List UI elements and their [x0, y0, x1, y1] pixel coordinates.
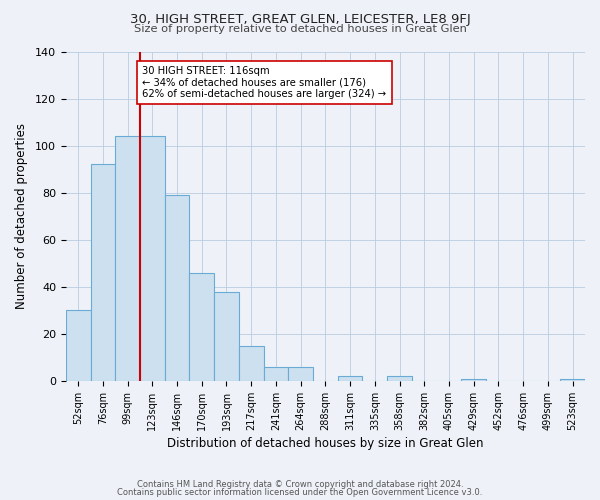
Bar: [239, 346, 263, 381]
Bar: [190, 272, 214, 381]
Bar: [461, 378, 486, 381]
Text: Contains HM Land Registry data © Crown copyright and database right 2024.: Contains HM Land Registry data © Crown c…: [137, 480, 463, 489]
Bar: [214, 292, 239, 381]
Bar: [289, 367, 313, 381]
Bar: [263, 367, 289, 381]
Text: Size of property relative to detached houses in Great Glen: Size of property relative to detached ho…: [134, 24, 466, 34]
Bar: [140, 136, 164, 381]
Bar: [164, 195, 190, 381]
Text: 30, HIGH STREET, GREAT GLEN, LEICESTER, LE8 9FJ: 30, HIGH STREET, GREAT GLEN, LEICESTER, …: [130, 12, 470, 26]
Bar: [338, 376, 362, 381]
X-axis label: Distribution of detached houses by size in Great Glen: Distribution of detached houses by size …: [167, 437, 484, 450]
Bar: [115, 136, 140, 381]
Bar: [387, 376, 412, 381]
Bar: [560, 378, 585, 381]
Y-axis label: Number of detached properties: Number of detached properties: [15, 123, 28, 309]
Bar: [66, 310, 91, 381]
Bar: [91, 164, 115, 381]
Text: 30 HIGH STREET: 116sqm
← 34% of detached houses are smaller (176)
62% of semi-de: 30 HIGH STREET: 116sqm ← 34% of detached…: [142, 66, 386, 99]
Text: Contains public sector information licensed under the Open Government Licence v3: Contains public sector information licen…: [118, 488, 482, 497]
